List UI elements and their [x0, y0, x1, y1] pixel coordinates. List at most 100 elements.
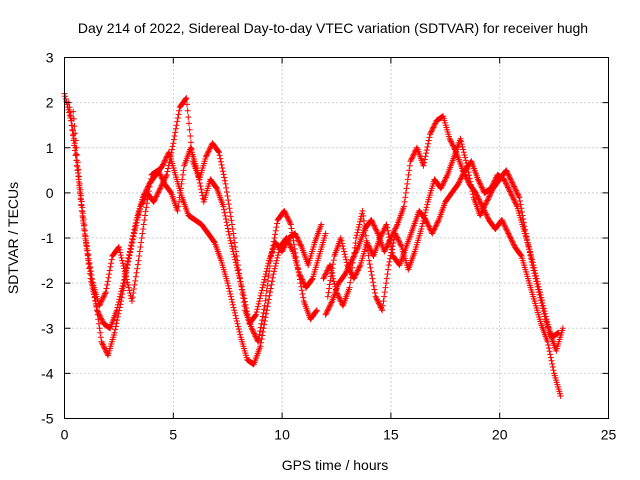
data-point — [346, 266, 353, 273]
data-point — [456, 179, 463, 186]
data-point — [351, 250, 358, 257]
data-point — [261, 306, 268, 313]
data-point — [168, 146, 175, 153]
data-point — [203, 152, 210, 159]
data-point — [517, 252, 524, 259]
data-point — [419, 220, 426, 227]
data-point — [160, 161, 167, 168]
data-point — [118, 294, 125, 301]
data-point — [363, 239, 370, 246]
data-point — [477, 212, 484, 219]
data-point — [483, 198, 490, 205]
data-point — [460, 146, 467, 153]
data-point — [430, 227, 437, 234]
y-tick-label: 0 — [46, 185, 54, 201]
data-point — [227, 237, 234, 244]
data-point — [323, 310, 330, 317]
data-point — [204, 151, 211, 158]
data-point — [86, 259, 93, 266]
data-point — [357, 216, 364, 223]
data-point — [97, 299, 104, 306]
data-point — [74, 151, 81, 158]
data-point — [372, 293, 379, 300]
data-point — [475, 195, 482, 202]
data-point — [104, 278, 111, 285]
data-point — [429, 230, 436, 237]
data-point — [474, 192, 481, 199]
data-point — [228, 240, 235, 247]
data-point — [269, 274, 276, 281]
data-point — [257, 327, 264, 334]
data-point — [125, 284, 132, 291]
data-point — [290, 237, 297, 244]
data-point — [323, 270, 330, 277]
data-point — [378, 305, 385, 312]
data-point — [73, 144, 80, 151]
data-point — [457, 176, 464, 183]
data-point — [351, 244, 358, 251]
data-point — [236, 328, 243, 335]
data-point — [140, 221, 147, 228]
data-point — [99, 340, 106, 347]
data-point — [273, 260, 280, 267]
data-point — [98, 297, 105, 304]
data-point — [215, 149, 222, 156]
data-point — [376, 301, 383, 308]
data-point — [222, 216, 229, 223]
data-point — [236, 272, 243, 279]
data-point — [132, 273, 139, 280]
data-point — [80, 216, 87, 223]
data-point — [477, 211, 484, 218]
data-point — [256, 298, 263, 305]
data-point — [187, 133, 194, 140]
data-point — [115, 244, 122, 251]
data-point — [102, 289, 109, 296]
x-tick-label: 10 — [274, 427, 290, 443]
data-point — [215, 148, 222, 155]
data-point — [392, 231, 399, 238]
data-point — [231, 309, 238, 316]
data-point — [264, 282, 271, 289]
data-point — [512, 199, 519, 206]
y-tick-label: 2 — [46, 95, 54, 111]
data-point — [508, 191, 515, 198]
data-point — [423, 147, 430, 154]
data-point — [350, 275, 357, 282]
data-point — [498, 216, 505, 223]
data-point — [263, 268, 270, 275]
data-point — [354, 268, 361, 275]
data-point — [172, 125, 179, 132]
data-point — [255, 338, 262, 345]
data-point — [333, 289, 340, 296]
data-point — [365, 243, 372, 250]
data-point — [233, 318, 240, 325]
data-point — [232, 259, 239, 266]
data-point — [262, 297, 269, 304]
data-point — [546, 348, 553, 355]
data-point — [372, 290, 379, 297]
data-point — [387, 240, 394, 247]
data-point — [530, 262, 537, 269]
data-point — [133, 222, 140, 229]
data-point — [477, 200, 484, 207]
data-point — [284, 237, 291, 244]
data-point — [507, 176, 514, 183]
data-point — [87, 263, 94, 270]
data-point — [536, 286, 543, 293]
series-track-c — [70, 108, 325, 327]
data-point — [533, 275, 540, 282]
data-point — [126, 287, 133, 294]
data-point — [138, 235, 145, 241]
data-point — [504, 229, 511, 236]
data-point — [434, 219, 441, 226]
data-point — [125, 258, 132, 265]
data-point — [346, 284, 353, 291]
data-point — [359, 207, 366, 214]
data-point — [157, 172, 164, 179]
data-point — [508, 237, 515, 244]
data-point — [134, 216, 141, 223]
data-point — [461, 151, 468, 158]
data-point — [356, 263, 363, 270]
data-point — [230, 248, 237, 255]
data-point — [122, 271, 129, 278]
